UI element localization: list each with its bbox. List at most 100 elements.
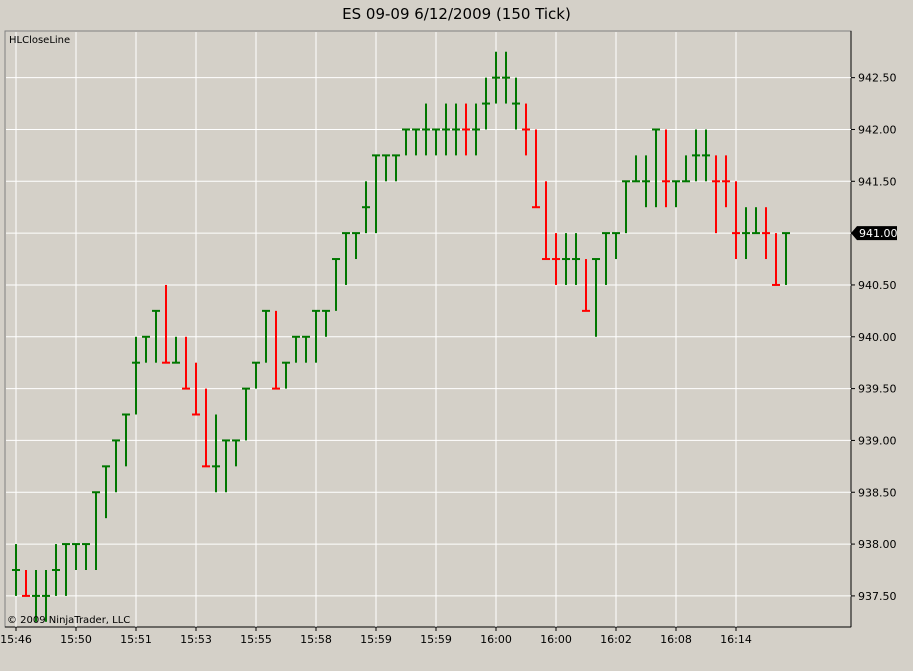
time-tick-label: 15:46 — [0, 633, 32, 646]
ohlc-bar — [92, 491, 100, 570]
ohlc-bar — [562, 233, 570, 285]
ohlc-bar — [182, 336, 190, 390]
last-price-label: 941.00 — [859, 227, 898, 240]
ohlc-bar — [12, 544, 20, 596]
ohlc-bar — [152, 309, 160, 363]
ohlc-bar — [632, 155, 640, 183]
ohlc-bar — [272, 310, 280, 390]
ohlc-bar — [512, 77, 520, 130]
price-tick-label: 942.50 — [858, 72, 897, 85]
ohlc-bar — [552, 233, 560, 285]
price-tick-label: 940.50 — [858, 279, 897, 292]
ohlc-bar — [422, 103, 430, 156]
price-tick-label: 941.50 — [858, 175, 897, 188]
price-tick-label: 940.00 — [858, 331, 897, 344]
price-tick-label: 938.50 — [858, 486, 897, 499]
ohlc-bar — [222, 439, 230, 493]
ohlc-bar — [372, 154, 380, 234]
ohlc-bar — [712, 155, 720, 234]
ohlc-bar — [772, 233, 780, 286]
ohlc-bar — [452, 103, 460, 156]
ohlc-bar — [52, 544, 60, 596]
ohlc-bar — [162, 284, 170, 364]
ohlc-bar — [432, 128, 440, 156]
ohlc-bar — [212, 414, 220, 493]
ohlc-bar — [622, 180, 630, 234]
ohlc-bar — [252, 361, 260, 389]
ohlc-bar — [752, 207, 760, 235]
ohlc-bar — [262, 309, 270, 363]
last-price-marker: 941.00 — [851, 226, 898, 241]
ohlc-bar — [462, 103, 470, 156]
time-tick-label: 16:00 — [540, 633, 572, 646]
plot-area[interactable] — [4, 30, 852, 628]
ohlc-bar — [722, 155, 730, 208]
time-tick-label: 15:53 — [180, 633, 212, 646]
ohlc-bar — [82, 543, 90, 570]
last-price-tag — [851, 226, 897, 241]
ohlc-bar — [762, 207, 770, 260]
ohlc-bar — [532, 129, 540, 209]
time-tick-label: 16:14 — [720, 633, 752, 646]
time-tick-label: 15:58 — [300, 633, 332, 646]
ohlc-bar — [282, 361, 290, 389]
ohlc-bar — [652, 128, 660, 208]
ohlc-bar — [202, 388, 210, 468]
copyright-text: © 2009 NinjaTrader, LLC — [7, 615, 130, 626]
ohlc-bar — [522, 103, 530, 156]
ohlc-bar — [172, 336, 180, 364]
time-tick-label: 16:02 — [600, 633, 632, 646]
ohlc-bar — [662, 129, 670, 208]
ohlc-bar — [592, 258, 600, 337]
ohlc-bar — [442, 103, 450, 156]
ohlc-bar — [782, 232, 790, 285]
ohlc-bar — [122, 413, 130, 467]
chart-title: ES 09-09 6/12/2009 (150 Tick) — [342, 5, 571, 23]
ohlc-bar — [402, 128, 410, 156]
ohlc-bar — [742, 207, 750, 260]
time-tick-label: 15:50 — [60, 633, 92, 646]
ohlc-bar — [102, 465, 110, 519]
ohlc-bar — [682, 155, 690, 183]
ohlc-bar — [192, 362, 200, 416]
ohlc-bar — [142, 335, 150, 363]
ohlc-bar — [352, 232, 360, 260]
time-tick-label: 16:00 — [480, 633, 512, 646]
ohlc-bar — [42, 569, 50, 622]
ohlc-bar — [232, 439, 240, 467]
indicator-label: HLCloseLine — [9, 35, 70, 46]
ohlc-bar — [482, 77, 490, 130]
ohlc-bar — [332, 258, 340, 311]
ohlc-bar — [382, 154, 390, 182]
ohlc-bar — [502, 51, 510, 104]
ohlc-bar — [62, 543, 70, 596]
ohlc-bar — [702, 129, 710, 182]
grid-lines — [6, 32, 851, 627]
ohlc-bar — [322, 309, 330, 337]
time-tick-label: 15:59 — [360, 633, 392, 646]
ohlc-bar — [72, 543, 80, 570]
ohlc-bar — [362, 181, 370, 234]
price-tick-label: 938.00 — [858, 538, 897, 551]
ohlc-bar — [392, 154, 400, 182]
ohlc-bar — [582, 259, 590, 312]
ohlc-bar — [642, 155, 650, 208]
ohlc-bar — [572, 233, 580, 285]
price-tick-label: 939.00 — [858, 434, 897, 447]
ohlc-bar — [602, 232, 610, 285]
ohlc-bar — [342, 232, 350, 285]
price-tick-label: 939.50 — [858, 383, 897, 396]
ohlc-bar — [302, 335, 310, 363]
ohlc-bar — [542, 181, 550, 261]
time-tick-label: 15:59 — [420, 633, 452, 646]
ohlc-bar — [612, 232, 620, 260]
ohlc-bar — [672, 180, 680, 208]
price-tick-label: 937.50 — [858, 590, 897, 603]
price-bars — [12, 51, 790, 622]
time-axis: 15:46 15:50 15:51 15:53 15:55 15:58 15:59 15:59… — [0, 627, 752, 646]
ohlc-bar — [32, 569, 40, 622]
ohlc-bar — [22, 569, 30, 597]
ohlc-bar — [312, 309, 320, 363]
ohlc-bar — [492, 51, 500, 104]
